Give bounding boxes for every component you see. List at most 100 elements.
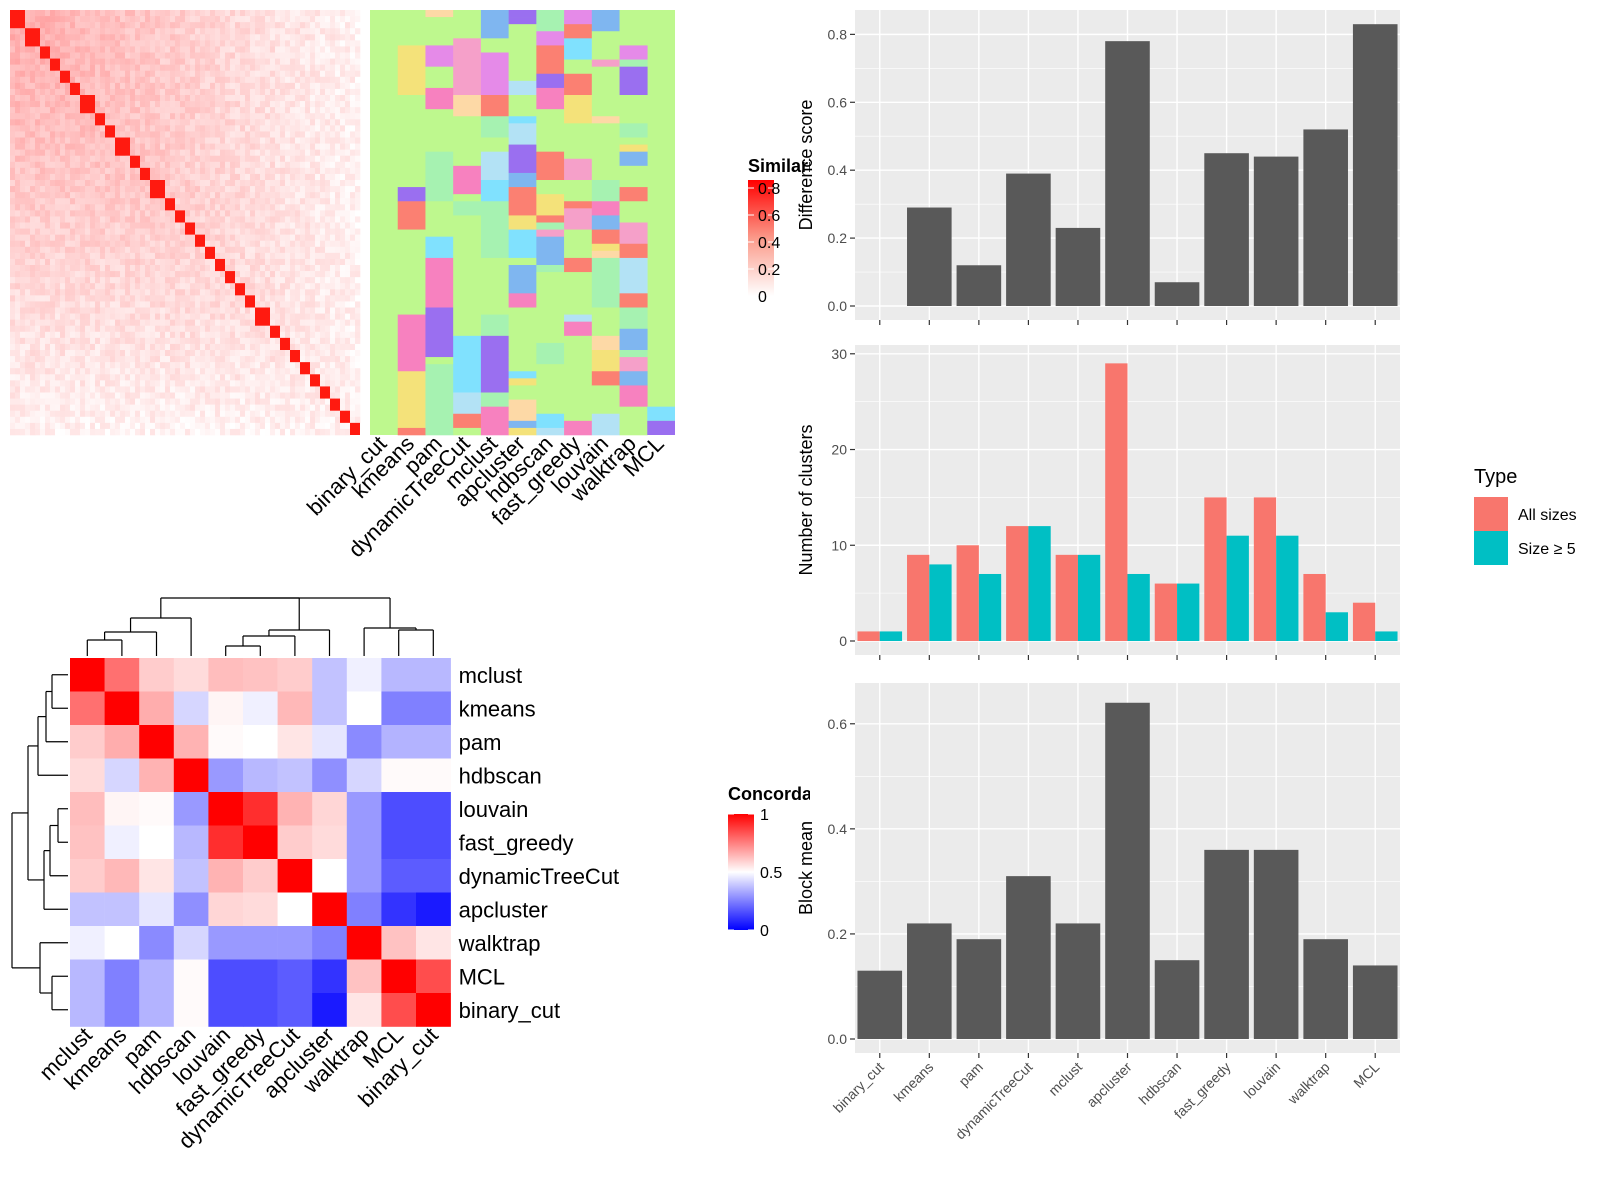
similarity-cell bbox=[170, 350, 176, 357]
similarity-cell bbox=[190, 16, 196, 23]
similarity-cell bbox=[45, 343, 51, 351]
assignment-cell bbox=[508, 357, 537, 372]
similarity-cell bbox=[310, 416, 316, 424]
similarity-cell bbox=[200, 380, 206, 387]
similarity-cell bbox=[180, 64, 186, 72]
similarity-cell bbox=[290, 155, 296, 163]
similarity-cell bbox=[155, 22, 161, 29]
similarity-cell bbox=[275, 16, 281, 23]
similarity-cell bbox=[180, 131, 186, 138]
similarity-cell bbox=[110, 16, 116, 23]
similarity-cell bbox=[70, 101, 76, 108]
similarity-cell bbox=[95, 46, 101, 53]
similarity-cell bbox=[65, 301, 71, 308]
similarity-cell bbox=[275, 119, 281, 126]
similarity-cell bbox=[185, 234, 191, 242]
similarity-cell bbox=[340, 95, 346, 102]
similarity-cell bbox=[145, 76, 151, 84]
similarity-cell bbox=[245, 192, 251, 199]
similarity-cell bbox=[220, 428, 226, 436]
similarity-cell bbox=[290, 192, 296, 199]
similarity-cell bbox=[75, 222, 81, 229]
similarity-cell bbox=[255, 271, 261, 278]
similarity-cell bbox=[300, 173, 306, 181]
similarity-cell bbox=[30, 64, 36, 72]
similarity-cell bbox=[140, 428, 146, 436]
similarity-cell bbox=[230, 404, 236, 412]
similarity-cell bbox=[20, 386, 26, 393]
similarity-cell bbox=[250, 337, 256, 345]
similarity-cell bbox=[85, 337, 91, 345]
similarity-cell bbox=[175, 52, 181, 59]
similarity-cell bbox=[260, 28, 266, 35]
similarity-cell bbox=[85, 422, 91, 430]
similarity-cell bbox=[355, 119, 361, 126]
similarity-cell bbox=[330, 380, 336, 387]
similarity-cell bbox=[70, 246, 76, 254]
similarity-cell bbox=[295, 58, 301, 65]
similarity-cell bbox=[235, 22, 241, 29]
similarity-cell bbox=[320, 404, 326, 412]
similarity-cell bbox=[205, 368, 211, 375]
similarity-cell bbox=[35, 119, 41, 126]
similarity-cell bbox=[205, 95, 211, 102]
similarity-cell bbox=[260, 331, 266, 339]
similarity-cell bbox=[345, 119, 351, 126]
similarity-cell bbox=[240, 295, 246, 302]
similarity-cell bbox=[35, 131, 41, 138]
similarity-cell bbox=[260, 107, 266, 114]
similarity-cell bbox=[240, 173, 246, 181]
similarity-cell bbox=[165, 343, 171, 351]
similarity-cell bbox=[20, 143, 26, 150]
similarity-cell bbox=[195, 301, 201, 308]
similarity-cell bbox=[30, 319, 36, 327]
similarity-cell bbox=[65, 380, 71, 387]
similarity-cell bbox=[230, 70, 236, 78]
similarity-cell bbox=[125, 95, 131, 102]
similarity-cell bbox=[40, 28, 46, 35]
similarity-cell bbox=[235, 52, 241, 59]
similarity-cell bbox=[325, 234, 331, 242]
similarity-cell bbox=[70, 252, 76, 260]
similarity-cell bbox=[115, 356, 121, 363]
similarity-cell bbox=[90, 82, 96, 90]
similarity-cell bbox=[305, 337, 311, 345]
similarity-cell bbox=[275, 52, 281, 59]
similarity-cell bbox=[75, 161, 81, 169]
similarity-cell bbox=[55, 356, 61, 363]
similarity-cell bbox=[250, 137, 256, 144]
similarity-cell bbox=[320, 173, 326, 181]
similarity-cell bbox=[285, 222, 291, 229]
similarity-cell bbox=[185, 58, 191, 65]
similarity-cell bbox=[220, 331, 226, 339]
similarity-cell bbox=[25, 410, 31, 418]
similarity-cell bbox=[320, 374, 326, 381]
similarity-cell bbox=[310, 34, 316, 41]
similarity-cell bbox=[130, 404, 136, 412]
similarity-cell bbox=[15, 277, 21, 284]
similarity-cell bbox=[255, 362, 261, 369]
similarity-cell bbox=[285, 362, 291, 369]
similarity-cell bbox=[30, 149, 36, 157]
similarity-cell bbox=[190, 422, 196, 430]
similarity-cell bbox=[310, 222, 316, 229]
similarity-cell bbox=[235, 410, 241, 418]
similarity-cell bbox=[150, 258, 156, 266]
similarity-cell bbox=[35, 240, 41, 248]
similarity-cell bbox=[185, 398, 191, 405]
similarity-cell bbox=[10, 180, 16, 187]
similarity-cell bbox=[105, 155, 111, 163]
similarity-cell bbox=[75, 186, 81, 193]
similarity-cell bbox=[10, 337, 16, 345]
similarity-cell bbox=[35, 392, 41, 399]
similarity-cell bbox=[15, 34, 21, 41]
similarity-cell bbox=[295, 331, 301, 339]
similarity-cell bbox=[320, 180, 326, 187]
similarity-cell bbox=[295, 368, 301, 375]
similarity-cell bbox=[180, 319, 186, 327]
similarity-cell bbox=[315, 313, 321, 320]
similarity-cell bbox=[165, 186, 171, 193]
similarity-cell bbox=[350, 70, 356, 78]
similarity-cell bbox=[350, 271, 356, 278]
similarity-cell bbox=[250, 82, 256, 90]
